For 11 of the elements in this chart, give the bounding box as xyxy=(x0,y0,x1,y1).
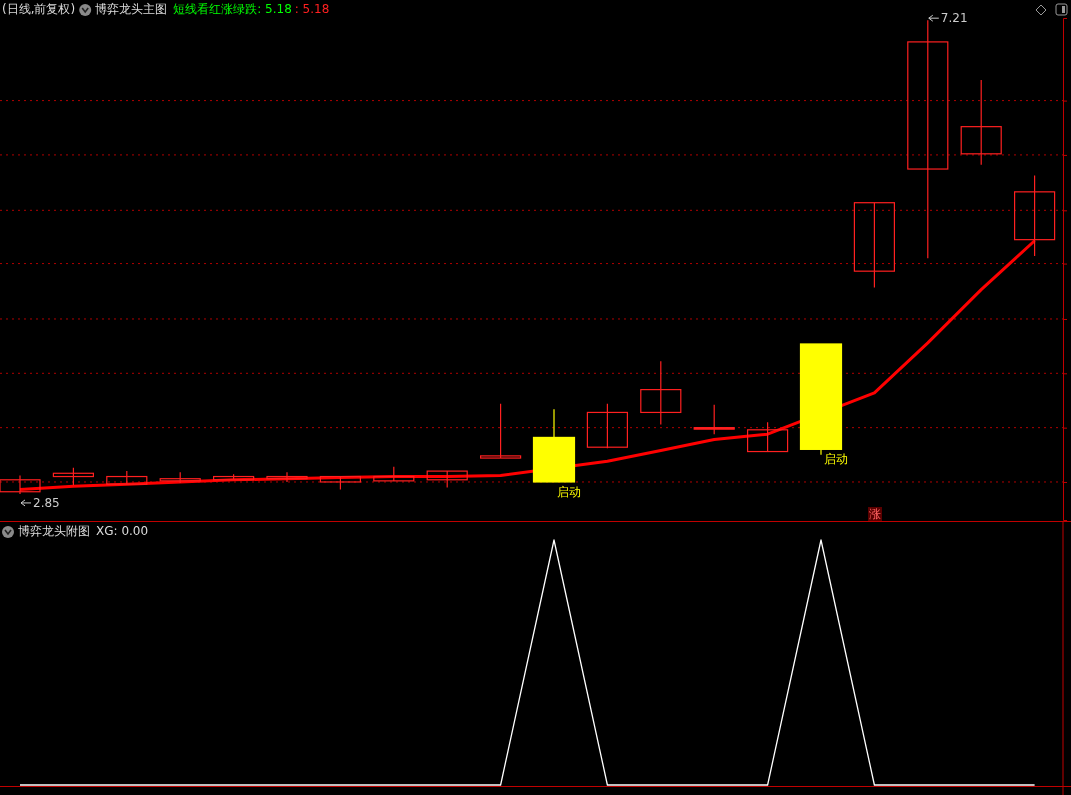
chart-title: 博弈龙头附图 xyxy=(18,524,90,538)
chart-subtitle: 博弈龙头主图 xyxy=(95,2,168,16)
annotation: 启动 xyxy=(824,452,848,467)
annotation: 启动 xyxy=(557,484,581,499)
text: 短线看红涨绿跌: 5.18 xyxy=(173,2,292,16)
text: : 5.18 xyxy=(294,2,330,16)
chart-title: (日线,前复权) xyxy=(2,2,76,16)
annotation: 7.21 xyxy=(940,11,968,26)
annotation: 涨 xyxy=(869,507,881,521)
annotation: 2.85 xyxy=(33,495,60,510)
text: XG: 0.00 xyxy=(96,524,149,538)
